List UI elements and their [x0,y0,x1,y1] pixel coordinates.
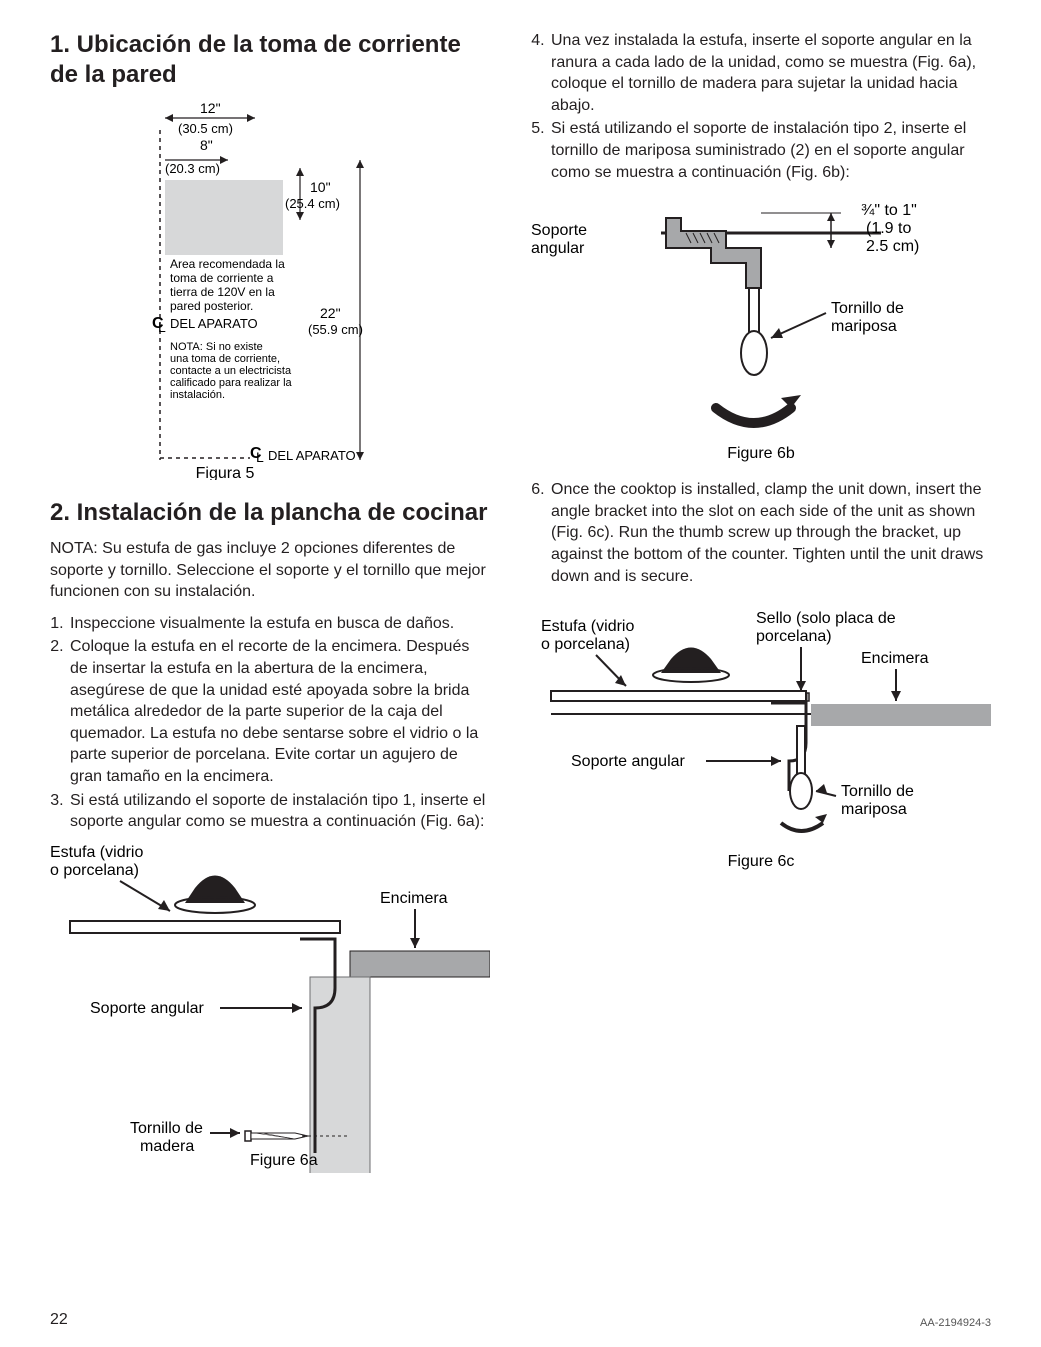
fig6a-tornillo-2: madera [140,1138,194,1155]
area-text-4: pared posterior. [170,299,253,313]
dim-12in-cm: (30.5 cm) [178,121,233,136]
dim-22in-cm: (55.9 cm) [308,322,363,337]
right-column: Una vez instalada la estufa, inserte el … [531,30,991,1173]
fig6a-encimera: Encimera [380,890,448,907]
figure-6c-caption: Figure 6c [728,853,795,870]
fig6c-tornillo-1: Tornillo de [841,783,914,800]
fig5-nota-3: contacte a un electricista [170,365,292,377]
fig6b-dim-2: (1.9 to [866,220,911,237]
left-column: 1. Ubicación de la toma de corriente de … [50,30,491,1173]
document-id: AA-2194924-3 [920,1317,991,1329]
dim-22in: 22" [320,305,341,321]
step-1: Inspeccione visualmente la estufa en bus… [68,613,491,635]
figure-5-caption: Figura 5 [196,465,255,480]
fig6b-tornillo-1: Tornillo de [831,300,904,317]
fig6a-soporte: Soporte angular [90,1000,205,1017]
area-text-2: toma de corriente a [170,271,274,285]
dim-8in: 8" [200,137,213,153]
dim-8in-cm: (20.3 cm) [165,161,220,176]
fig6c-soporte: Soporte angular [571,753,686,770]
fig6a-estufa-1: Estufa (vidrio [50,844,143,861]
fig6c-estufa-1: Estufa (vidrio [541,618,634,635]
step-6-list: Once the cooktop is installed, clamp the… [531,479,991,587]
fig6c-sello-1: Sello (solo placa de [756,610,896,627]
figure-6c: Estufa (vidrio o porcelana) Sello (solo … [531,601,991,881]
section-2-heading: 2. Instalación de la plancha de cocinar [50,498,491,528]
fig5-nota-4: calificado para realizar la [170,377,293,389]
cl-aparato-1: DEL APARATO [170,316,258,331]
dim-12in: 12" [200,100,221,116]
section-2-steps: Inspeccione visualmente la estufa en bus… [50,613,491,833]
step-3: Si está utilizando el soporte de instala… [68,790,491,833]
fig5-nota-5: instalación. [170,389,225,401]
fig6c-sello-2: porcelana) [756,628,832,645]
figure-5: 12" (30.5 cm) 8" (20.3 cm) 10" (25.4 cm)… [50,100,491,480]
fig5-nota-2: una toma de corriente, [170,353,280,365]
fig6b-tornillo-2: mariposa [831,318,897,335]
area-text-1: Area recomendada la [170,257,285,271]
fig6b-soporte-1: Soporte [531,222,587,239]
step-2: Coloque la estufa en el recorte de la en… [68,636,491,787]
figure-6b-caption: Figure 6b [727,445,795,462]
steps-4-5: Una vez instalada la estufa, inserte el … [531,30,991,183]
dim-10in-cm: (25.4 cm) [285,196,340,211]
figure-6a: Estufa (vidrio o porcelana) Encimera [50,843,491,1173]
fig6b-dim-1: ¾" to 1" [861,202,917,219]
fig6b-dim-3: 2.5 cm) [866,238,919,255]
svg-text:L: L [158,319,166,335]
fig6a-tornillo-1: Tornillo de [130,1120,203,1137]
fig6c-tornillo-2: mariposa [841,801,907,818]
fig6b-soporte-2: angular [531,240,585,257]
section-1-heading: 1. Ubicación de la toma de corriente de … [50,30,491,90]
fig6c-encimera: Encimera [861,650,929,667]
area-text-3: tierra de 120V en la [170,285,275,299]
svg-text:L: L [256,449,264,465]
step-6: Once the cooktop is installed, clamp the… [549,479,991,587]
section-2-nota: NOTA: Su estufa de gas incluye 2 opcione… [50,538,491,603]
fig6c-estufa-2: o porcelana) [541,636,630,653]
dim-10in: 10" [310,179,331,195]
figure-6b: Soporte angular ¾" to 1" (1.9 to 2.5 cm)… [531,193,991,463]
wood-screw-icon [245,1131,308,1141]
figure-6a-caption: Figure 6a [250,1152,318,1169]
page-number: 22 [50,1311,68,1329]
step-5: Si está utilizando el soporte de instala… [549,118,991,183]
fig6a-estufa-2: o porcelana) [50,862,139,879]
fig5-nota-1: NOTA: Si no existe [170,341,263,353]
step-4: Una vez instalada la estufa, inserte el … [549,30,991,116]
cl-aparato-2: DEL APARATO [268,448,356,463]
